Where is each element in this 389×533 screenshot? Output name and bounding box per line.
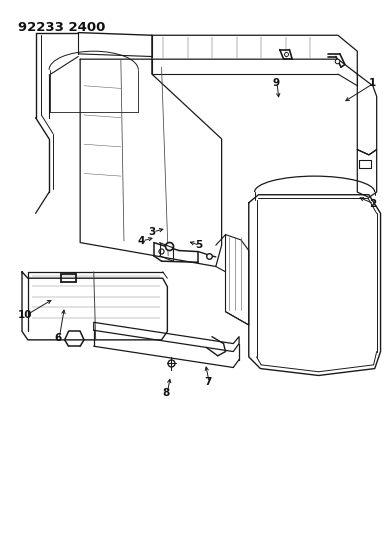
Text: 2: 2 xyxy=(369,199,377,209)
Text: 4: 4 xyxy=(137,236,145,246)
Text: 1: 1 xyxy=(369,78,377,88)
Text: 5: 5 xyxy=(195,240,202,250)
Text: 3: 3 xyxy=(148,227,156,237)
Text: 9: 9 xyxy=(272,78,279,88)
Text: 10: 10 xyxy=(18,310,32,320)
Text: 7: 7 xyxy=(204,377,212,387)
Text: 92233 2400: 92233 2400 xyxy=(18,21,105,34)
Text: 8: 8 xyxy=(163,388,170,398)
Text: 6: 6 xyxy=(54,333,62,343)
